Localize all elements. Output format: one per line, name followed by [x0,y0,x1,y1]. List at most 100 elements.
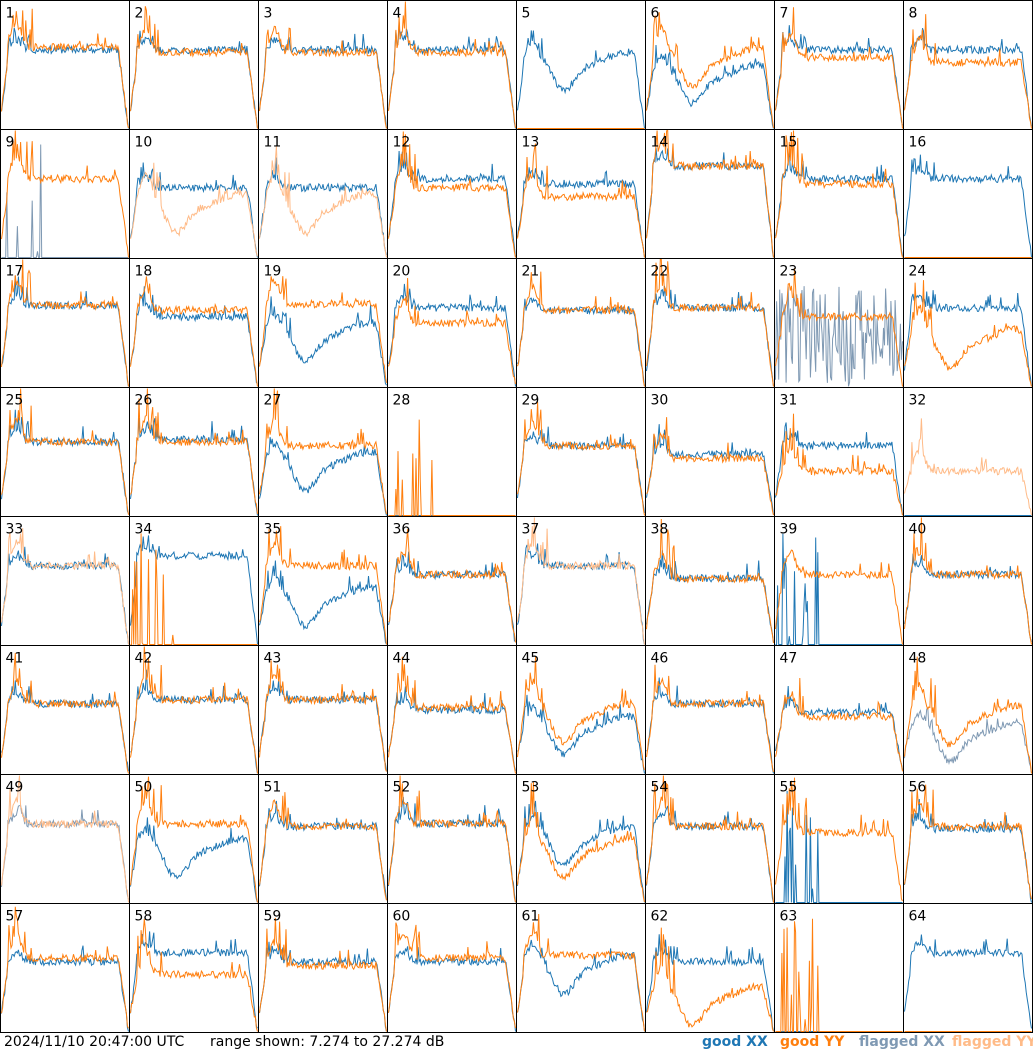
panel-3: 3 [258,0,388,130]
legend-good-xx: good XX [702,1034,768,1050]
panel-frame [774,258,904,388]
series-yy-25 [1,388,129,515]
panel-25: 25 [0,387,130,517]
panel-20: 20 [387,258,517,388]
series-xx-60 [388,946,516,1032]
series-yy-6 [646,12,774,129]
panel-frame [516,258,646,388]
series-xx-58 [130,931,258,1029]
panel-label: 5 [522,6,531,22]
series-xx-3 [259,33,387,129]
series-yy-23 [775,267,903,387]
panel-label: 15 [780,135,798,151]
panel-label: 62 [651,909,669,925]
series-yy-50 [130,776,258,903]
series-yy-31 [775,413,903,516]
panel-label: 59 [264,909,282,925]
panel-12: 12 [387,129,517,259]
series-xx-18 [130,286,258,384]
panel-26: 26 [129,387,259,517]
panel-label: 45 [522,651,540,667]
panel-label: 39 [780,522,798,538]
panel-frame [387,387,517,517]
series-yy-18 [130,276,258,387]
series-xx-39 [775,533,903,645]
series-yy-30 [646,417,774,516]
panel-frame [258,0,388,130]
panel-42: 42 [129,645,259,775]
panel-14: 14 [645,129,775,259]
panel-label: 28 [393,393,411,409]
panel-57: 57 [0,903,130,1033]
series-xx-10 [130,162,258,258]
panel-frame [387,903,517,1033]
series-yy-47 [775,677,903,772]
panel-22: 22 [645,258,775,388]
panel-frame [645,645,775,775]
series-yy-28 [388,419,516,516]
series-yy-4 [388,1,516,128]
panel-label: 20 [393,264,411,280]
panel-label: 49 [6,780,24,796]
series-yy-60 [388,922,516,1029]
series-xx-37 [517,543,645,645]
panel-62: 62 [645,903,775,1033]
panel-64: 64 [903,903,1033,1033]
panel-36: 36 [387,516,517,646]
series-yy-1 [1,8,129,129]
panel-frame [903,387,1033,517]
panel-label: 35 [264,522,282,538]
panel-label: 55 [780,780,798,796]
panel-4: 4 [387,0,517,130]
panel-44: 44 [387,645,517,775]
range-label: range shown: 7.274 to 27.274 dB [210,1034,445,1050]
panel-label: 12 [393,135,411,151]
panel-label: 27 [264,393,282,409]
panel-label: 4 [393,6,402,22]
series-yy-7 [775,7,903,129]
panel-9: 9 [0,129,130,259]
panel-35: 35 [258,516,388,646]
series-yy-21 [517,271,645,387]
series-yy-46 [646,664,774,773]
series-yy-41 [1,652,129,774]
series-yy-8 [904,14,1032,129]
panel-label: 16 [909,135,927,151]
series-yy-37 [517,517,645,645]
panel-2: 2 [129,0,259,130]
series-xx-51 [259,800,387,900]
series-xx-11 [259,157,387,256]
panel-label: 2 [135,6,144,22]
series-xx-42 [130,669,258,774]
panel-45: 45 [516,645,646,775]
series-yy-51 [259,792,387,901]
panel-60: 60 [387,903,517,1033]
series-xx-55 [775,790,903,903]
panel-frame [516,0,646,130]
panel-label: 38 [651,522,669,538]
panel-frame [903,258,1033,388]
series-xx-17 [1,275,129,387]
panel-label: 26 [135,393,153,409]
panel-11: 11 [258,129,388,259]
panel-label: 8 [909,6,918,22]
panel-label: 53 [522,780,540,796]
series-xx-5 [517,30,645,129]
panel-label: 24 [909,264,927,280]
panel-frame [645,387,775,517]
panel-61: 61 [516,903,646,1033]
panel-label: 52 [393,780,411,796]
panel-label: 29 [522,393,540,409]
panel-frame [129,774,259,904]
panel-39: 39 [774,516,904,646]
panel-53: 53 [516,774,646,904]
series-xx-8 [904,28,1032,127]
series-xx-9 [1,144,129,258]
panel-21: 21 [516,258,646,388]
series-xx-33 [1,546,129,645]
panel-frame [387,516,517,646]
series-xx-6 [646,44,774,129]
series-yy-11 [259,145,387,258]
panel-label: 47 [780,651,798,667]
panel-frame [903,903,1033,1033]
